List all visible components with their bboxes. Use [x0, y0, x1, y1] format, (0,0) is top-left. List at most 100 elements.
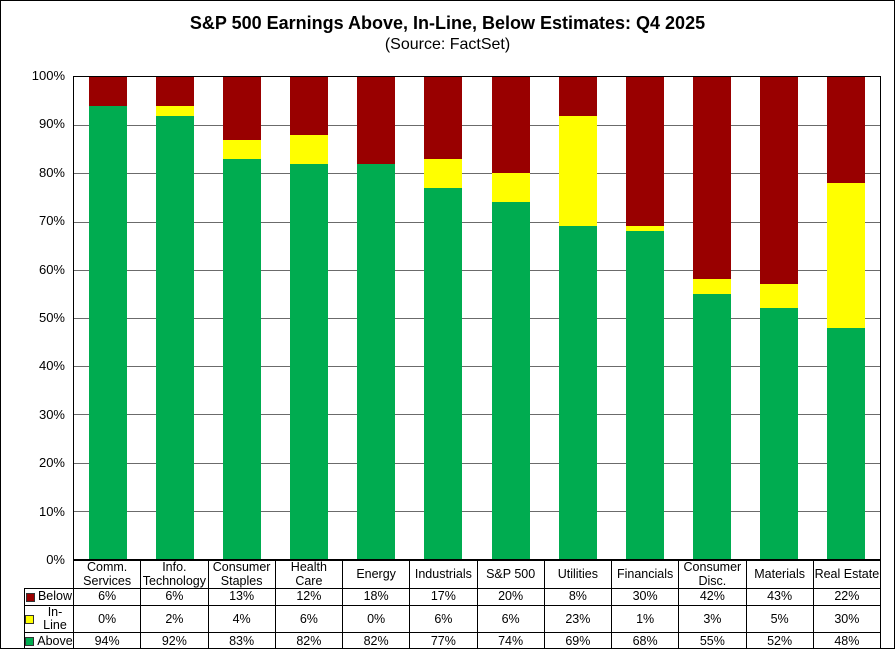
y-tick-label: 100%	[31, 68, 65, 83]
value-cell: 1%	[610, 604, 680, 634]
value-cell: 6%	[140, 588, 209, 606]
bar-slot	[74, 77, 141, 559]
value-cell: 22%	[812, 588, 882, 606]
value-cell: 6%	[274, 604, 344, 634]
y-tick-label: 40%	[38, 358, 65, 374]
value-cell: 12%	[274, 588, 344, 606]
y-tick-label: 60%	[38, 261, 65, 277]
plot-area	[73, 76, 881, 560]
stacked-bar	[290, 77, 329, 559]
value-cell: 6%	[476, 604, 545, 634]
value-cell: 18%	[341, 588, 411, 606]
value-cell: 83%	[207, 632, 276, 648]
bar-slot	[141, 77, 208, 559]
table-row: Above 94% 92% 83% 82% 82% 77% 74% 69% 68% 55% 52% 48…	[24, 632, 882, 648]
bar-slot	[276, 77, 343, 559]
table-row: Below 6% 6% 13% 12% 18% 17% 20% 8% 30% 42% 43% 22%	[24, 588, 882, 606]
category-header-cell: Health Care	[274, 560, 344, 589]
stacked-bar	[424, 77, 463, 559]
segment-below	[491, 77, 530, 174]
value-cell: 92%	[140, 632, 209, 648]
bar-slot	[410, 77, 477, 559]
category-header-cell: Consumer Staples	[207, 560, 276, 589]
stacked-bar	[760, 77, 799, 559]
stacked-bar	[155, 77, 194, 559]
value-cell: 43%	[745, 588, 814, 606]
segment-above	[558, 226, 597, 559]
value-cell: 82%	[274, 632, 344, 648]
segment-above	[491, 202, 530, 559]
legend-label: Above	[37, 633, 73, 648]
gridline	[74, 366, 880, 368]
segment-above	[827, 327, 866, 559]
category-header-cell: Comm. Services	[72, 560, 142, 589]
stacked-bar	[491, 77, 530, 559]
y-tick-label: 30%	[38, 406, 65, 422]
value-cell: 6%	[72, 588, 142, 606]
legend-cell: Below	[24, 588, 74, 606]
data-table: Comm. Services Info. Technology Consumer S…	[24, 560, 882, 648]
value-cell: 55%	[678, 632, 747, 648]
value-cell: 68%	[610, 632, 680, 648]
segment-inline	[491, 173, 530, 203]
value-cell: 42%	[678, 588, 747, 606]
segment-below	[155, 77, 194, 106]
segment-below	[625, 77, 664, 227]
category-header-cell: S&P 500	[476, 560, 545, 589]
segment-above	[760, 308, 799, 559]
segment-inline	[222, 139, 261, 159]
value-cell: 77%	[409, 632, 478, 648]
segment-above	[222, 158, 261, 559]
legend-label: Below	[37, 589, 73, 604]
value-cell: 17%	[409, 588, 478, 606]
value-cell: 8%	[543, 588, 613, 606]
y-tick-label: 0%	[46, 552, 65, 567]
y-tick-label: 20%	[38, 455, 65, 471]
legend-label: In-Line	[43, 605, 67, 633]
gridline	[74, 510, 880, 512]
bar-slot	[611, 77, 678, 559]
stacked-bar	[558, 77, 597, 559]
category-header-cell: Consumer Disc.	[678, 560, 747, 589]
value-cell: 69%	[543, 632, 613, 648]
chart-title: S&P 500 Earnings Above, In-Line, Below E…	[189, 13, 706, 33]
value-cell: 5%	[745, 604, 814, 634]
stacked-bar	[693, 77, 732, 559]
segment-below	[760, 77, 799, 285]
gridline	[74, 125, 880, 127]
value-cell: 48%	[812, 632, 882, 648]
value-cell: 30%	[610, 588, 680, 606]
stacked-bar	[625, 77, 664, 559]
legend-cell: In-Line	[24, 604, 74, 634]
value-cell: 0%	[341, 604, 411, 634]
segment-inline	[290, 134, 329, 164]
y-tick-label: 80%	[38, 164, 65, 180]
segment-below	[357, 77, 396, 164]
legend-swatch-icon	[25, 636, 35, 646]
gridline	[74, 269, 880, 271]
category-header-cell: Materials	[745, 560, 814, 589]
table-row: In-Line 0% 2% 4% 6% 0% 6% 6% 23% 1% 3% 5% 30%	[24, 604, 882, 634]
segment-inline	[760, 284, 799, 309]
gridline	[74, 173, 880, 175]
bar-slot	[208, 77, 275, 559]
category-header-cell: Real Estate	[812, 560, 882, 589]
segment-above	[155, 115, 194, 559]
segment-inline	[693, 279, 732, 294]
y-tick-label: 70%	[38, 213, 65, 229]
segment-below	[693, 77, 732, 280]
value-cell: 13%	[207, 588, 276, 606]
value-cell: 74%	[476, 632, 545, 648]
stacked-bar	[222, 77, 261, 559]
value-cell: 0%	[72, 604, 142, 634]
gridline	[74, 414, 880, 416]
legend-swatch-icon	[25, 614, 34, 624]
segment-above	[88, 105, 127, 559]
segment-above	[290, 163, 329, 559]
value-cell: 20%	[476, 588, 545, 606]
value-cell: 23%	[543, 604, 613, 634]
stacked-bar	[827, 77, 866, 559]
bar-slot	[746, 77, 813, 559]
gridline	[74, 318, 880, 319]
